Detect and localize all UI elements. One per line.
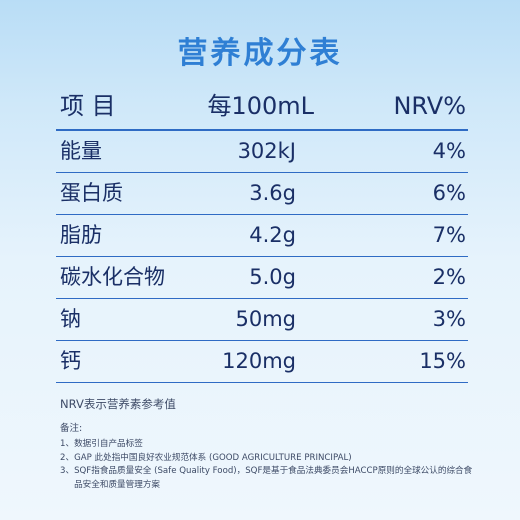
row-amount: 5.0g: [249, 265, 296, 289]
header-nrv: NRV%: [393, 92, 466, 120]
row-nrv: 2%: [432, 265, 466, 289]
row-name: 钙: [60, 349, 81, 373]
row-nrv: 7%: [432, 223, 466, 247]
note-text: GAP 此处指中国良好农业规范体系 (GOOD AGRICULTURE PRIN…: [74, 452, 352, 463]
note-item: 3、 SQF指食品质量安全 (Safe Quality Food)，SQF是基于…: [60, 465, 480, 492]
row-name: 碳水化合物: [60, 265, 165, 289]
note-number: 3、: [60, 466, 75, 476]
nrv-definition: NRV表示营养素参考值: [60, 397, 176, 411]
note-text: SQF指食品质量安全 (Safe Quality Food)，SQF是基于食品法…: [74, 466, 473, 490]
table-header-row: 项 目 每100mL NRV%: [56, 84, 468, 131]
row-nrv: 3%: [432, 307, 466, 331]
page-title: 营养成分表: [177, 36, 343, 71]
row-nrv: 15%: [419, 349, 466, 373]
row-name: 钠: [60, 307, 81, 331]
table-row: 能量 302kJ 4%: [56, 131, 468, 173]
table-row: 蛋白质 3.6g 6%: [56, 173, 468, 215]
row-name: 脂肪: [60, 223, 102, 247]
note-text: 数据引自产品标签: [74, 439, 143, 449]
header-item: 项 目: [60, 92, 116, 120]
row-amount: 50mg: [235, 307, 296, 331]
row-amount: 302kJ: [237, 139, 296, 163]
header-amount: 每100mL: [207, 92, 314, 120]
row-nrv: 4%: [432, 139, 466, 163]
note-number: 2、: [60, 452, 75, 463]
table-row: 碳水化合物 5.0g 2%: [56, 257, 468, 299]
table-row: 钙 120mg 15%: [56, 341, 468, 383]
row-amount: 4.2g: [249, 223, 296, 247]
footer-notes: NRV表示营养素参考值 备注: 1、 数据引自产品标签 2、 GAP 此处指中国…: [60, 396, 480, 492]
note-item: 2、 GAP 此处指中国良好农业规范体系 (GOOD AGRICULTURE P…: [60, 452, 480, 466]
nutrition-table: 项 目 每100mL NRV% 能量 302kJ 4% 蛋白质 3.6g 6% …: [56, 84, 468, 383]
table-row: 钠 50mg 3%: [56, 299, 468, 341]
note-item: 1、 数据引自产品标签: [60, 438, 480, 452]
note-number: 1、: [60, 439, 75, 449]
row-name: 蛋白质: [60, 181, 123, 205]
remarks-title: 备注:: [60, 423, 83, 434]
row-name: 能量: [60, 139, 102, 163]
row-nrv: 6%: [432, 181, 466, 205]
row-amount: 120mg: [222, 349, 296, 373]
table-row: 脂肪 4.2g 7%: [56, 215, 468, 257]
row-amount: 3.6g: [249, 181, 296, 205]
